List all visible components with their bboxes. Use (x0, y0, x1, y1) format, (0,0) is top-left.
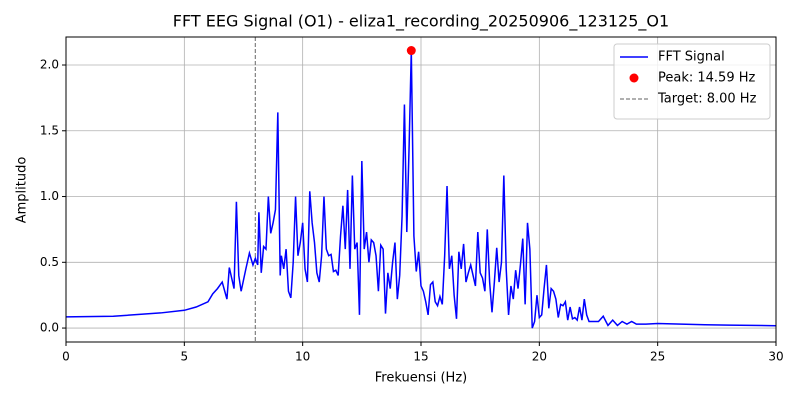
legend-label: Target: 8.00 Hz (657, 92, 757, 107)
x-tick-label: 20 (532, 350, 547, 364)
chart-title: FFT EEG Signal (O1) - eliza1_recording_2… (173, 12, 669, 32)
y-tick-label: 1.5 (40, 123, 59, 137)
legend-box (613, 43, 771, 120)
x-tick-label: 25 (650, 350, 665, 364)
peak-point (406, 46, 416, 56)
x-tick-label: 30 (768, 350, 783, 364)
legend-label: FFT Signal (658, 50, 725, 65)
y-tick-label: 1.0 (40, 189, 59, 203)
legend-marker (629, 73, 639, 83)
x-axis-label: Frekuensi (Hz) (375, 371, 467, 386)
legend-label: Peak: 14.59 Hz (658, 71, 756, 86)
y-tick-label: 2.0 (40, 58, 59, 72)
y-tick-label: 0.5 (40, 255, 59, 269)
x-tick-label: 10 (295, 350, 310, 364)
plot-frame (65, 36, 777, 343)
y-tick-label: 0.0 (40, 321, 59, 335)
x-tick-label: 15 (413, 350, 428, 364)
x-tick-label: 5 (181, 350, 189, 364)
fft-line (65, 50, 777, 329)
x-tick-label: 0 (62, 350, 70, 364)
y-axis-label: Amplitudo (15, 157, 30, 224)
